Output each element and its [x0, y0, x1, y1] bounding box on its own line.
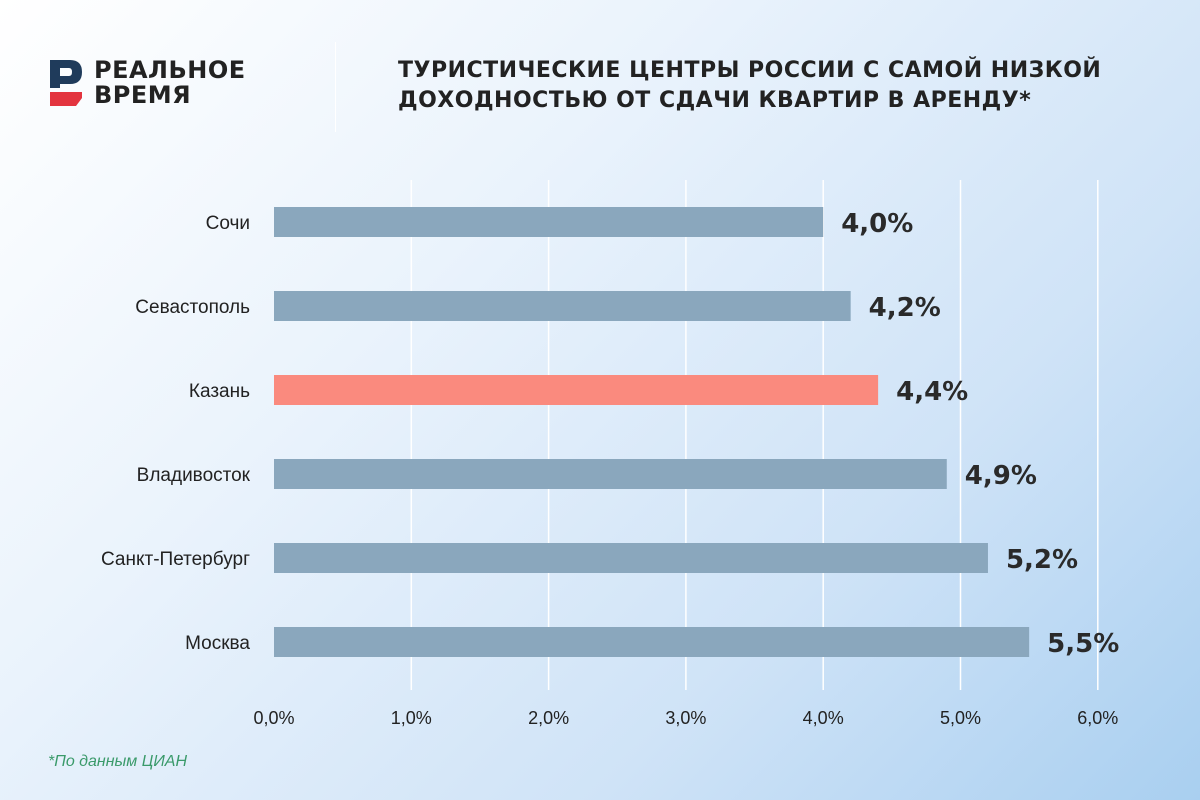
category-label: Москва — [185, 633, 250, 654]
x-tick-label: 4,0% — [803, 708, 844, 728]
logo-line-2: ВРЕМЯ — [94, 81, 192, 109]
bar — [274, 375, 879, 405]
bar — [274, 291, 851, 321]
value-label: 5,2% — [1006, 545, 1078, 575]
chart-title-line-1: ТУРИСТИЧЕСКИЕ ЦЕНТРЫ РОССИИ С САМОЙ НИЗК… — [398, 58, 1102, 83]
logo-mark — [50, 60, 82, 106]
category-label: Казань — [189, 381, 250, 402]
bar — [274, 207, 824, 237]
bar — [274, 543, 988, 573]
category-label: Санкт-Петербург — [101, 549, 250, 570]
category-label: Владивосток — [137, 465, 251, 486]
value-label: 4,9% — [965, 461, 1037, 491]
value-label: 5,5% — [1047, 629, 1119, 659]
category-label: Севастополь — [135, 297, 250, 318]
value-label: 4,2% — [869, 293, 941, 323]
header-divider — [335, 42, 336, 132]
x-tick-label: 0,0% — [253, 708, 294, 728]
chart-title: ТУРИСТИЧЕСКИЕ ЦЕНТРЫ РОССИИ С САМОЙ НИЗК… — [398, 56, 1178, 116]
x-tick-label: 1,0% — [391, 708, 432, 728]
x-tick-label: 3,0% — [665, 708, 706, 728]
source-footnote: *По данным ЦИАН — [48, 753, 188, 770]
chart-title-line-2: ДОХОДНОСТЬЮ ОТ СДАЧИ КВАРТИР В АРЕНДУ* — [398, 88, 1032, 113]
bar — [274, 459, 947, 489]
x-tick-label: 2,0% — [528, 708, 569, 728]
category-label: Сочи — [206, 213, 250, 234]
logo-line-1: РЕАЛЬНОЕ — [94, 56, 246, 84]
value-label: 4,4% — [896, 377, 968, 407]
logo: РЕАЛЬНОЕ ВРЕМЯ — [46, 58, 266, 110]
bar — [274, 627, 1030, 657]
logo-text: РЕАЛЬНОЕ ВРЕМЯ — [94, 58, 246, 108]
x-tick-label: 5,0% — [940, 708, 981, 728]
x-tick-label: 6,0% — [1077, 708, 1118, 728]
value-label: 4,0% — [841, 209, 913, 239]
